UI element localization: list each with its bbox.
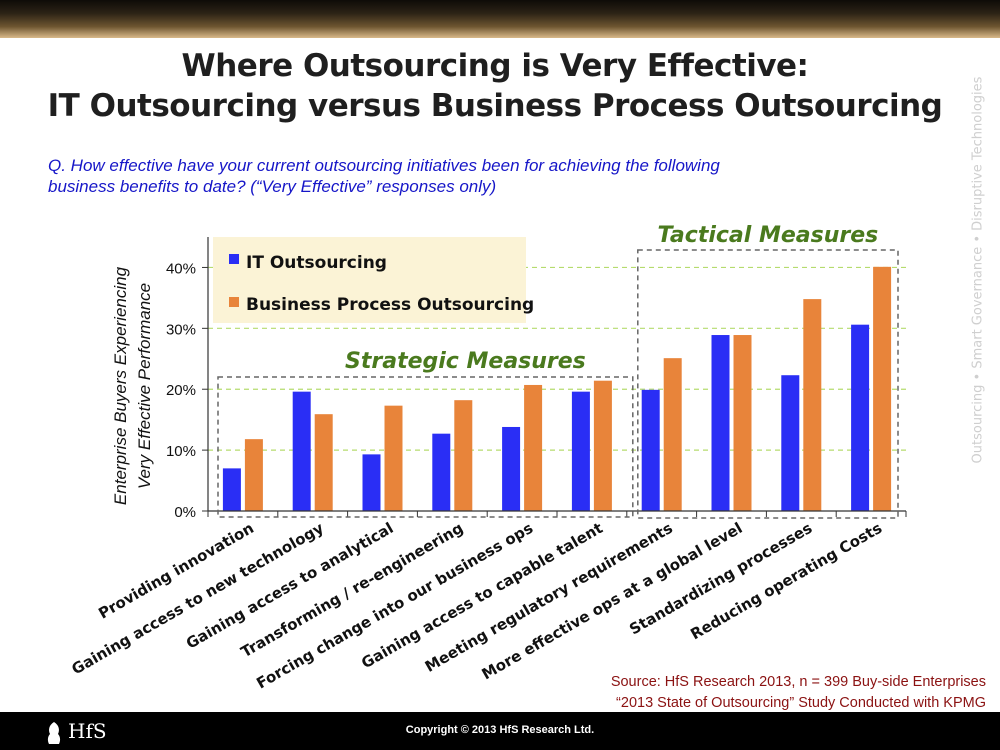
y-tick-label: 20% [166,382,196,399]
y-tick-label: 10% [166,443,196,460]
bar-it-outsourcing [502,426,521,511]
legend-label-it: IT Outsourcing [246,253,387,273]
bar-business-process-outsourcing [873,266,892,511]
bar-business-process-outsourcing [803,299,822,511]
bar-it-outsourcing [292,391,311,511]
bar-business-process-outsourcing [454,400,473,511]
bar-business-process-outsourcing [593,380,612,511]
legend-box [213,237,526,323]
slide-title: Where Outsourcing is Very Effective: IT … [0,46,990,126]
bar-chart: 0%10%20%30%40%Providing innovationGainin… [69,223,907,692]
bar-it-outsourcing [781,375,800,511]
source-line-1: Source: HfS Research 2013, n = 399 Buy-s… [610,674,986,690]
x-category-label: Gaining access to new technology [69,519,327,679]
title-line-1: Where Outsourcing is Very Effective: [181,48,809,84]
hfs-logo: HfS [46,718,107,744]
question-line-2: business benefits to date? (“Very Effect… [48,177,497,196]
legend-swatch-it [229,254,239,264]
y-tick-label: 0% [174,504,196,521]
bar-business-process-outsourcing [244,439,263,511]
top-banner [0,0,1000,38]
bar-business-process-outsourcing [733,335,752,511]
y-tick-label: 40% [166,260,196,277]
source-note: Source: HfS Research 2013, n = 399 Buy-s… [611,672,986,714]
y-tick-label: 30% [166,321,196,338]
strategic-measures-label: Strategic Measures [345,349,586,374]
logo-text: HfS [68,719,107,743]
bar-business-process-outsourcing [524,384,543,511]
bar-it-outsourcing [432,433,451,511]
y-axis-title-line: Very Effective Performance [135,283,154,489]
bar-business-process-outsourcing [384,405,403,511]
bar-business-process-outsourcing [314,414,333,511]
survey-question: Q. How effective have your current outso… [48,155,848,197]
strategic-measures-box [217,376,634,518]
footer-bar [0,712,1000,750]
legend-label-bpo: Business Process Outsourcing [246,295,534,315]
source-line-2: “2013 State of Outsourcing” Study Conduc… [616,695,986,711]
tactical-measures-label: Tactical Measures [658,223,879,248]
bar-it-outsourcing [851,324,870,511]
bar-it-outsourcing [362,454,381,511]
hfs-logo-icon [47,721,61,744]
tactical-measures-box [637,249,899,519]
bar-it-outsourcing [711,335,730,511]
bar-it-outsourcing [222,468,241,511]
bar-it-outsourcing [571,391,590,511]
copyright-text: Copyright © 2013 HfS Research Ltd. [405,724,595,736]
bar-it-outsourcing [641,389,660,511]
question-line-1: Q. How effective have your current outso… [48,156,720,175]
bar-business-process-outsourcing [663,358,682,511]
legend-swatch-bpo [229,297,239,307]
title-line-2: IT Outsourcing versus Business Process O… [47,88,943,124]
y-axis-title-line: Enterprise Buyers Experiencing [111,266,130,505]
